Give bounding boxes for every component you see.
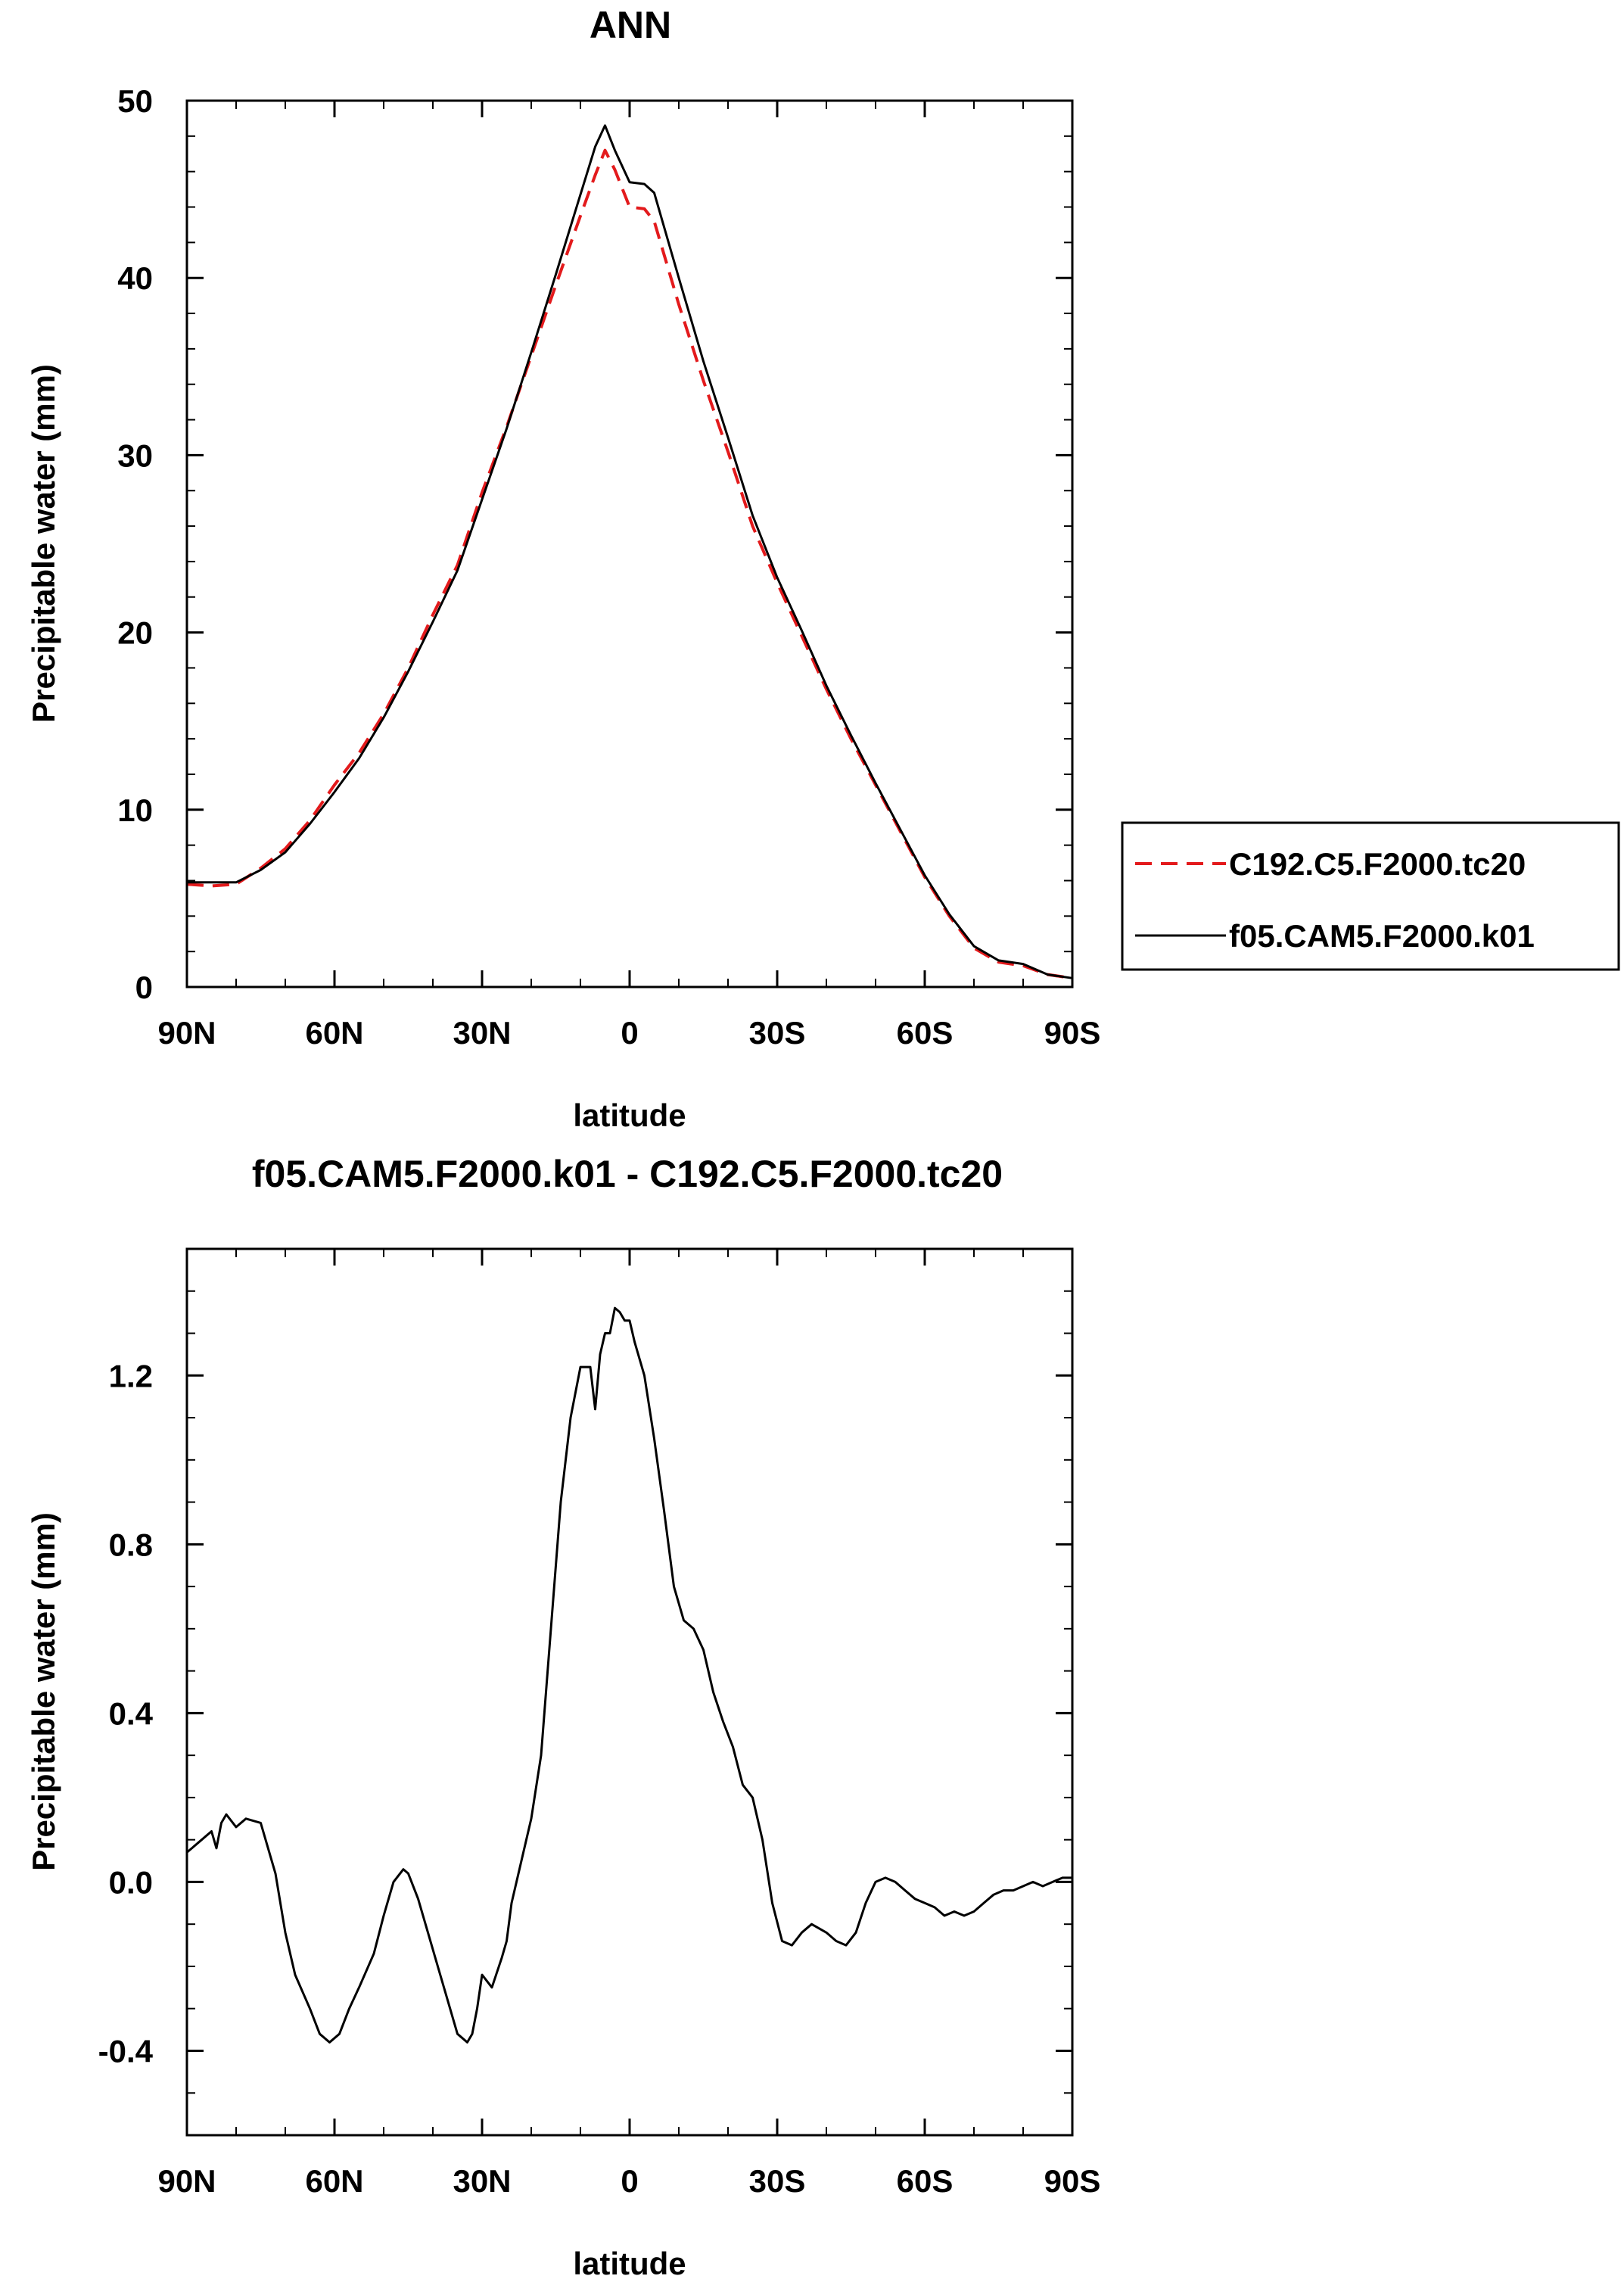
plot-frame	[185, 99, 1074, 989]
series-group	[186, 124, 1073, 980]
y-tick-label: 0.4	[109, 1695, 154, 1731]
x-tick-label: 90N	[157, 2163, 216, 2199]
legend: C192.C5.F2000.tc20 f05.CAM5.F2000.k01	[1121, 821, 1620, 971]
x-tick-label: 60S	[897, 1015, 954, 1051]
axis-ticks: 90N 60N 30N 0 30S 60S 90S -0.4 0.0 0.4 0.8 1.2	[98, 1248, 1101, 2199]
x-tick-label: 30N	[453, 2163, 511, 2199]
x-tick-label: 60S	[897, 2163, 954, 2199]
chart-title: f05.CAM5.F2000.k01 - C192.C5.F2000.tc20	[252, 1153, 1003, 1195]
x-tick-label: 60N	[305, 2163, 363, 2199]
top-chart: ANN 90N 60N 30N 0 30S 60S 90S 0 10 20 30 40 50 latit…	[26, 4, 1620, 1133]
series-line-0	[186, 1306, 1072, 2044]
x-tick-label: 90S	[1044, 2163, 1101, 2199]
series-line-1	[187, 124, 1073, 979]
y-tick-label: 50	[117, 83, 153, 119]
legend-box	[1121, 821, 1620, 971]
y-axis-label: Precipitable water (mm)	[26, 364, 61, 723]
legend-label-c192: C192.C5.F2000.tc20	[1229, 846, 1526, 882]
y-tick-label: 20	[117, 615, 153, 651]
x-tick-label: 0	[621, 2163, 638, 2199]
series-group	[186, 1306, 1072, 2044]
y-tick-label: 0.0	[109, 1864, 153, 1900]
x-tick-label: 30S	[749, 1015, 806, 1051]
legend-label-f05: f05.CAM5.F2000.k01	[1229, 918, 1535, 954]
bottom-chart: f05.CAM5.F2000.k01 - C192.C5.F2000.tc20 …	[26, 1153, 1100, 2279]
x-tick-label: 60N	[305, 1015, 363, 1051]
x-tick-label: 90S	[1044, 1015, 1101, 1051]
x-axis-label: latitude	[573, 1097, 686, 1133]
y-axis-label: Precipitable water (mm)	[26, 1512, 61, 1871]
y-tick-label: 40	[117, 260, 153, 296]
y-tick-label: 30	[117, 437, 153, 473]
y-tick-label: 0.8	[109, 1527, 153, 1562]
axis-ticks: 90N 60N 30N 0 30S 60S 90S 0 10 20 30 40 50	[117, 83, 1100, 1051]
x-tick-label: 0	[621, 1015, 638, 1051]
chart-title: ANN	[590, 4, 671, 46]
series-line-0	[186, 148, 1073, 980]
x-tick-label: 90N	[157, 1015, 216, 1051]
x-tick-label: 30S	[749, 2163, 806, 2199]
x-tick-label: 30N	[453, 1015, 511, 1051]
plot-frame	[185, 1247, 1074, 2137]
y-tick-label: 0	[135, 970, 153, 1005]
x-axis-label: latitude	[573, 2246, 686, 2279]
y-tick-label: 10	[117, 792, 153, 828]
y-tick-label: -0.4	[98, 2033, 154, 2069]
y-tick-label: 1.2	[109, 1358, 153, 1393]
